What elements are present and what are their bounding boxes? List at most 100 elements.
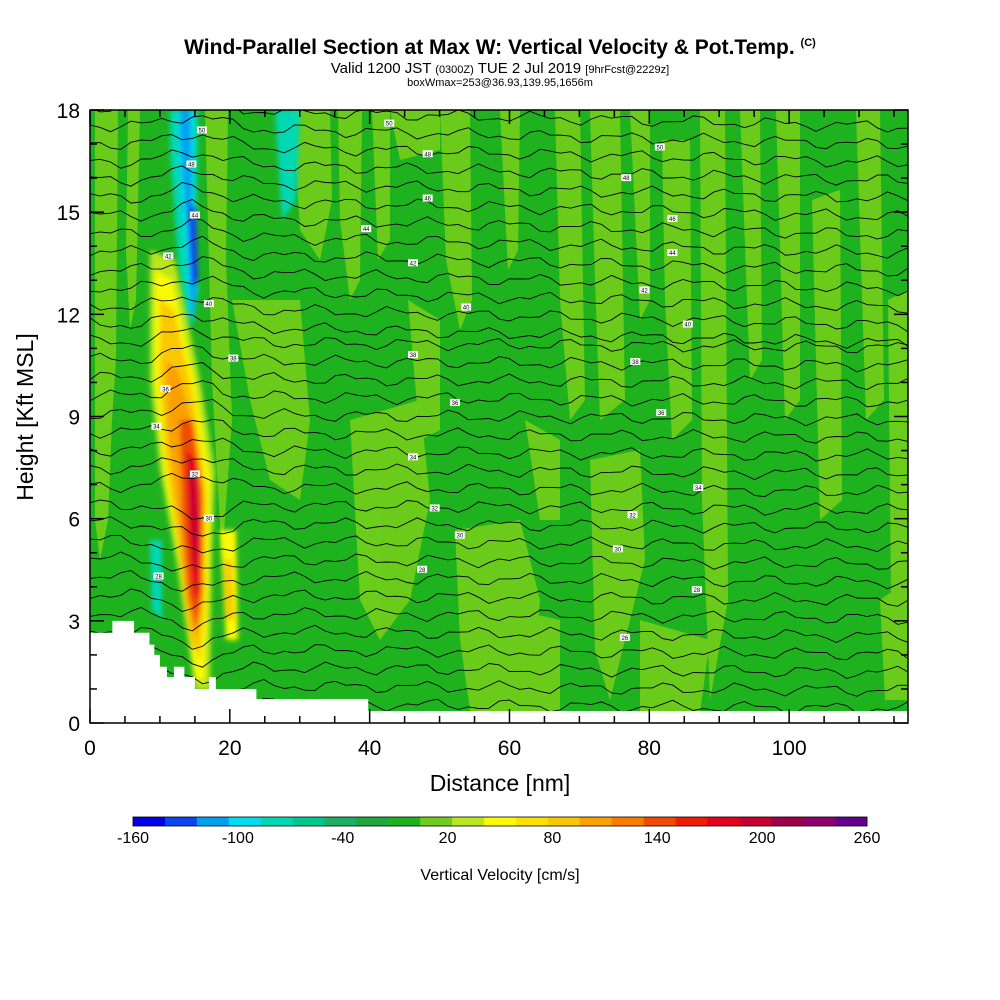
theta-label: 28 [153,572,164,581]
theta-label: 30 [454,531,465,540]
theta-label: 42 [408,259,419,267]
theta-label: 50 [384,119,395,128]
colorbar-swatch [484,817,517,826]
colorbar-swatch [260,817,293,826]
svg-text:34: 34 [695,486,702,492]
svg-text:30: 30 [457,534,464,540]
theta-contour-line [90,115,908,150]
svg-text:44: 44 [363,227,370,233]
theta-contour-line [90,551,908,572]
svg-text:50: 50 [199,128,206,134]
box-wmax-note: boxWmax=253@36.93,139.95,1656m [407,77,593,89]
colorbar-swatch [707,817,740,826]
theta-label: 34 [408,453,419,461]
theta-label: 46 [422,194,433,203]
svg-text:30: 30 [615,547,622,553]
theta-contour-line [90,149,908,186]
x-tick-label: 20 [218,737,241,760]
theta-label: 40 [461,303,472,312]
y-tick-labels: 0 3 6 9 12 15 18 [57,100,80,736]
y-tick-label: 18 [57,100,80,123]
copyright-mark: (C) [800,37,816,49]
colorbar-swatch [739,817,772,826]
theta-label: 26 [619,633,630,642]
theta-contour-line [90,380,908,408]
colorbar-swatch [133,817,166,826]
colorbar-swatch [547,817,581,826]
theta-label: 42 [163,252,174,260]
svg-text:32: 32 [629,513,636,519]
theta-contour-line [90,644,908,668]
theta-contour-line [90,235,908,277]
colorbar-swatch [324,817,357,826]
theta-contour-line [90,472,908,498]
y-tick-label: 6 [68,509,80,532]
theta-contour-line [90,256,908,297]
theta-label: 44 [667,249,678,257]
colorbar-tick-label: -40 [331,830,354,847]
svg-text:36: 36 [658,411,665,417]
theta-contour-line [90,516,908,537]
theta-contour-line [90,437,908,462]
svg-text:28: 28 [694,588,701,594]
colorbar [132,816,868,827]
svg-text:38: 38 [632,360,639,366]
x-tick-label: 80 [638,737,661,760]
theta-contour-line [90,659,908,685]
y-tick-label: 12 [57,304,80,327]
svg-text:44: 44 [669,251,676,257]
theta-label: 36 [449,398,460,407]
theta-contour-line [90,165,908,203]
theta-label: 38 [228,354,239,363]
chart-title: Wind-Parallel Section at Max W: Vertical… [184,36,816,59]
colorbar-swatch [420,817,453,826]
svg-text:42: 42 [641,288,648,294]
y-tick-label: 0 [68,713,80,736]
svg-text:38: 38 [230,357,237,363]
svg-text:48: 48 [623,176,630,182]
theta-label: 28 [417,565,428,574]
colorbar-tick-label: -100 [222,830,254,847]
theta-contours [90,110,908,717]
theta-contour-line [90,217,908,259]
theta-label: 34 [693,484,704,492]
theta-contour-line [90,313,908,349]
colorbar-tick-label: 20 [439,830,457,847]
colorbar-tick-label: 260 [854,830,881,847]
theta-label: 40 [682,320,693,329]
svg-text:40: 40 [206,302,213,308]
plot-area: 50 48 44 42 40 38 36 34 32 30 28 50 48 46 44 42 40 38 36 34… [90,110,908,723]
svg-text:34: 34 [153,425,160,431]
theta-contour-line [90,606,908,632]
theta-label: 50 [654,143,665,151]
svg-text:40: 40 [684,323,691,329]
theta-label: 30 [203,514,214,523]
x-tick-label: 40 [358,737,381,760]
terrain [90,620,908,723]
svg-text:50: 50 [386,122,393,128]
colorbar-swatch [228,817,261,826]
y-tick-label: 9 [68,407,80,430]
colorbar-tick-label: 200 [749,830,776,847]
theta-label: 38 [408,351,419,359]
svg-text:28: 28 [155,575,162,581]
x-tick-label: 0 [84,737,96,760]
y-tick-label: 3 [68,611,80,634]
theta-contour-line [94,110,908,133]
theta-contour-line [90,457,908,481]
theta-contour-line [90,624,908,650]
svg-text:42: 42 [410,261,417,267]
theta-contour-line [90,535,908,554]
theta-contour-line [90,296,908,333]
colorbar-swatch [388,817,421,826]
svg-text:38: 38 [410,353,417,359]
theta-contour-line [90,362,908,390]
theta-label: 50 [196,126,207,134]
chart-subtitle: Valid 1200 JST (0300Z) TUE 2 Jul 2019 [9… [330,60,670,77]
axis-ticks [89,109,908,724]
theta-contour-line [90,499,908,520]
theta-label: 28 [691,586,702,594]
theta-label: 44 [189,211,200,220]
theta-label: 46 [667,214,678,223]
